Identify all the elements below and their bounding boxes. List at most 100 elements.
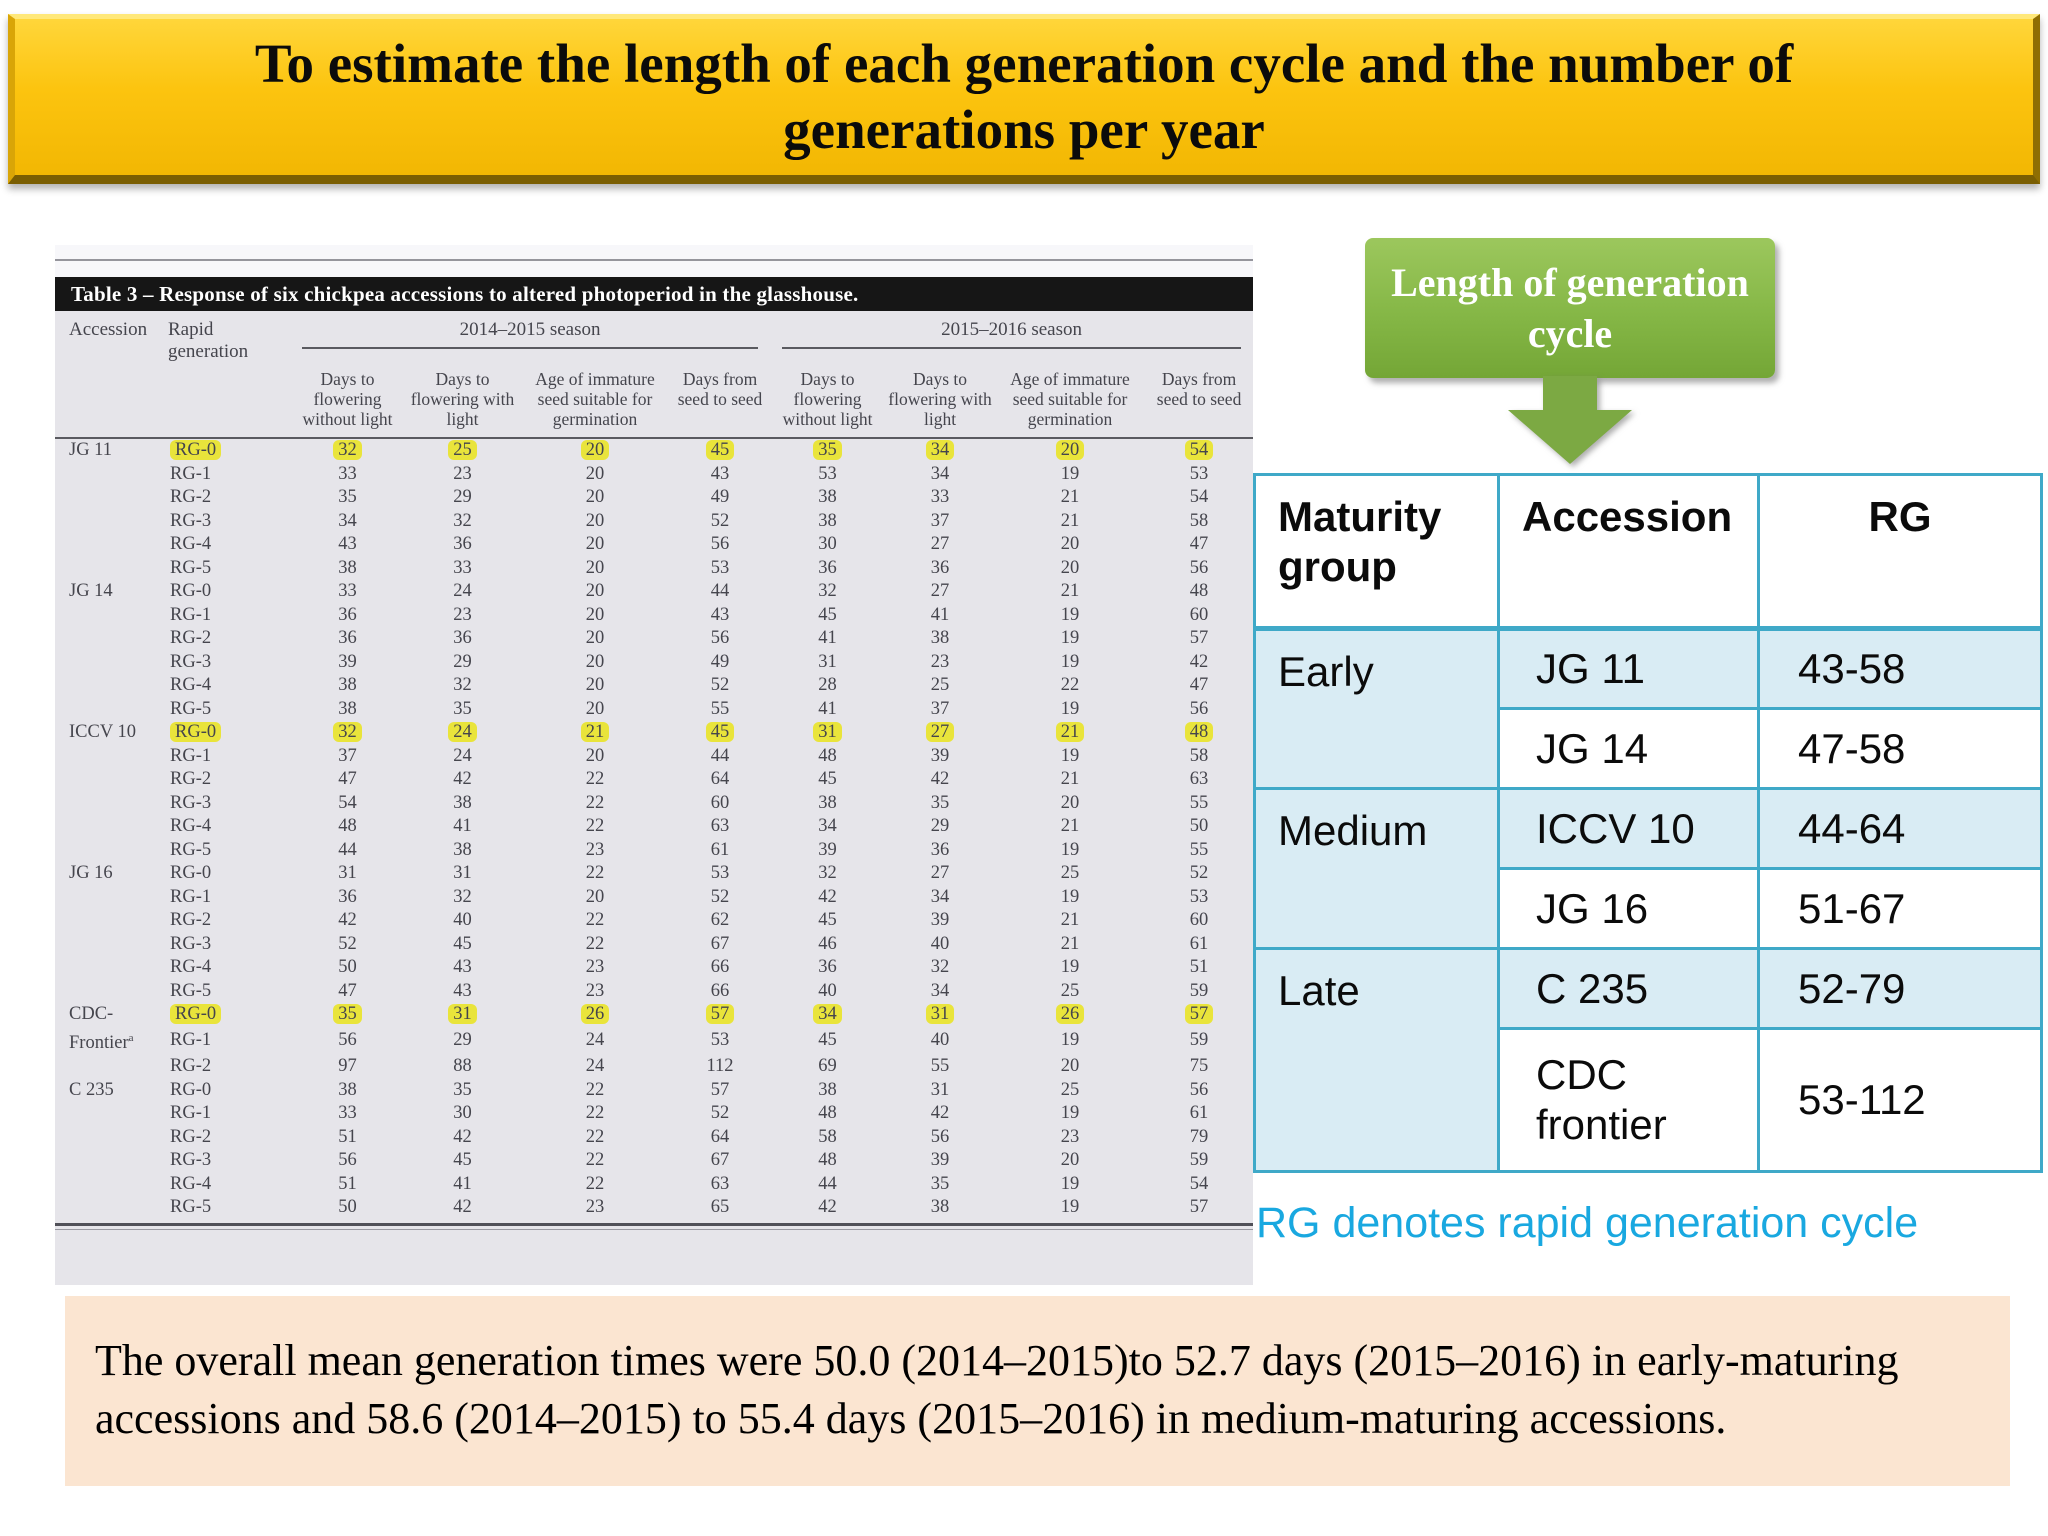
paper-top-rule [55, 259, 1253, 261]
paper-value-cell: 35 [453, 1079, 472, 1100]
paper-value-cell: 38 [453, 792, 472, 813]
paper-value-cell: 48 [818, 1103, 837, 1124]
paper-data-row: RG-4 48 41 22 63 34 29 21 50 [55, 815, 1253, 839]
summary-table: Maturity group Accession RG Early JG 11 43… [1253, 473, 2043, 1173]
paper-value-cell: 24 [453, 745, 472, 766]
paper-data-row: RG-2 97 88 24 112 69 55 20 75 [55, 1055, 1253, 1079]
paper-value-cell: 60 [710, 792, 730, 813]
paper-value-cell: 37 [930, 510, 950, 531]
paper-value-cell: 42 [930, 769, 950, 789]
length-of-generation-callout: Length of generation cycle [1365, 238, 1775, 378]
paper-value-cell: 45 [818, 910, 837, 930]
paper-value-cell: 54 [1189, 1173, 1209, 1194]
paper-header-row-measures: Days to flowering without light Days to f… [55, 363, 1254, 439]
paper-accession-cell [55, 486, 150, 510]
paper-rg-cell: RG-5 [170, 557, 212, 578]
paper-data-row: RG-5 38 35 20 55 41 37 19 56 [55, 698, 1253, 722]
paper-value-cell: 51 [338, 1173, 357, 1194]
paper-subheader: Days to flowering without light [290, 363, 405, 439]
paper-value-cell: 38 [453, 839, 472, 860]
paper-rg-cell: RG-0 [170, 581, 212, 601]
paper-value-cell: 49 [710, 487, 730, 507]
rg-note: RG denotes rapid generation cycle [1256, 1199, 1919, 1247]
paper-value-cell: 41 [453, 816, 472, 836]
paper-value-cell: 23 [453, 463, 472, 484]
paper-value-cell: 25 [1060, 1079, 1080, 1100]
paper-value-cell: 48 [1145, 721, 1253, 745]
paper-value-cell: 53 [1189, 886, 1209, 907]
paper-value-cell: 20 [585, 886, 605, 907]
paper-value-cell: 55 [710, 698, 730, 719]
paper-value-cell: 47 [1189, 534, 1209, 554]
paper-value-cell: 20 [585, 581, 605, 601]
paper-value-cell: 26 [995, 1003, 1145, 1027]
paper-value-cell: 21 [1060, 581, 1080, 601]
paper-value-cell: 43 [710, 604, 730, 625]
paper-value-cell: 48 [338, 816, 357, 836]
paper-value-cell: 58 [1189, 745, 1209, 766]
paper-value-cell: 65 [710, 1197, 730, 1218]
paper-value-cell: 42 [818, 1197, 837, 1218]
paper-value-cell: 29 [453, 487, 472, 507]
summary-accession-cell: ICCV 10 [1497, 787, 1760, 870]
paper-value-cell: 30 [453, 1103, 472, 1124]
paper-accession-cell: JG 14 [69, 581, 113, 601]
paper-data-row: RG-2 42 40 22 62 45 39 21 60 [55, 909, 1253, 933]
paper-value-cell: 19 [1060, 1173, 1080, 1194]
paper-value-cell: 43 [710, 463, 730, 484]
paper-value-cell: 53 [710, 863, 730, 883]
paper-value-cell: 56 [1189, 698, 1209, 719]
down-arrow-head [1508, 410, 1632, 464]
paper-data-row: ICCV 10 RG-0 32 24 21 45 31 27 21 48 [55, 721, 1253, 745]
paper-bottom-rule [55, 1222, 1253, 1230]
paper-value-cell: 41 [818, 698, 837, 719]
paper-value-cell: 52 [710, 886, 730, 907]
paper-value-cell: 36 [338, 604, 357, 625]
paper-value-cell: 66 [710, 980, 730, 1001]
paper-value-cell: 53 [710, 557, 730, 578]
paper-rg-cell: RG-0 [150, 438, 290, 463]
paper-col-rapid-generation: Rapid generation [150, 311, 290, 439]
paper-value-cell: 22 [585, 1103, 605, 1124]
paper-accession-cell [55, 698, 150, 722]
paper-value-cell: 40 [930, 1030, 950, 1051]
summary-accession-cell: JG 11 [1497, 627, 1760, 710]
paper-value-cell: 20 [585, 604, 605, 625]
paper-value-cell: 32 [453, 510, 472, 531]
paper-value-cell: 61 [1189, 933, 1209, 954]
paper-value-cell: 19 [1060, 886, 1080, 907]
paper-value-cell: 26 [520, 1003, 670, 1027]
paper-value-cell: 41 [930, 604, 950, 625]
summary-row: JG 14 47-58 [1255, 707, 2043, 790]
paper-rg-cell: RG-3 [170, 510, 212, 531]
paper-value-cell: 32 [453, 886, 472, 907]
paper-value-cell: 22 [585, 910, 605, 930]
paper-value-cell: 60 [1189, 910, 1209, 930]
paper-value-cell: 33 [338, 1103, 357, 1124]
paper-table: Accession Rapid generation 2014–2015 seaso… [55, 311, 1254, 1220]
paper-value-cell: 34 [885, 438, 995, 463]
paper-value-cell: 47 [1189, 675, 1209, 695]
summary-accession-cell: C 235 [1497, 947, 1760, 1030]
paper-accession-cell: C 235 [69, 1079, 114, 1100]
paper-subheader: Days to flowering with light [405, 363, 520, 439]
paper-value-cell: 57 [670, 1003, 770, 1027]
paper-value-cell: 38 [930, 628, 950, 648]
paper-value-cell: 54 [1145, 438, 1253, 463]
paper-value-cell: 32 [290, 438, 405, 463]
summary-accession-cell: JG 16 [1497, 867, 1760, 950]
paper-value-cell: 42 [453, 1197, 472, 1218]
paper-accession-cell [55, 909, 150, 933]
down-arrow-stem [1543, 376, 1597, 412]
paper-rg-cell: RG-0 [170, 1079, 212, 1100]
paper-data-row: RG-3 34 32 20 52 38 37 21 58 [55, 510, 1253, 534]
paper-value-cell: 29 [930, 816, 950, 836]
paper-value-cell: 20 [585, 463, 605, 484]
paper-value-cell: 20 [1060, 557, 1080, 578]
paper-rg-cell: RG-2 [170, 628, 212, 648]
paper-value-cell: 58 [1189, 510, 1209, 531]
paper-accession-cell [55, 933, 150, 957]
summary-header-maturity: Maturity group [1253, 473, 1500, 631]
paper-data-row: RG-4 38 32 20 52 28 25 22 47 [55, 674, 1253, 698]
summary-row: Late C 235 52-79 [1253, 947, 2043, 1173]
